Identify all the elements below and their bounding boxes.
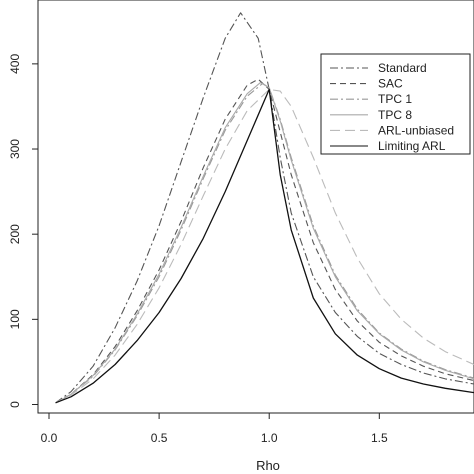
series-line-tpc-8 bbox=[55, 82, 474, 404]
series-group bbox=[55, 12, 474, 404]
legend-label: TPC 8 bbox=[378, 108, 412, 122]
legend-label: TPC 1 bbox=[378, 92, 412, 106]
y-tick-label: 200 bbox=[8, 224, 22, 244]
legend-label: SAC bbox=[378, 77, 403, 91]
series-line-standard bbox=[55, 12, 474, 404]
series-line-sac bbox=[55, 78, 474, 404]
x-axis-title: Rho bbox=[256, 458, 280, 473]
x-tick-label: 0.5 bbox=[151, 431, 168, 445]
series-line-arl-unbiased bbox=[55, 88, 474, 404]
y-axis: 0 100 200 300 400 bbox=[8, 54, 39, 408]
y-tick-label: 400 bbox=[8, 54, 22, 74]
x-tick-label: 1.0 bbox=[261, 431, 278, 445]
series-line-limiting-arl bbox=[55, 88, 474, 404]
legend-label: Limiting ARL bbox=[378, 139, 446, 153]
legend-label: Standard bbox=[378, 61, 427, 75]
x-tick-label: 1.5 bbox=[371, 431, 388, 445]
x-axis: 0.0 0.5 1.0 1.5 bbox=[41, 412, 388, 445]
y-tick-label: 300 bbox=[8, 139, 22, 159]
y-tick-label: 100 bbox=[8, 309, 22, 329]
legend-box bbox=[320, 53, 471, 155]
legend-label: ARL-unbiased bbox=[378, 123, 454, 137]
y-tick-label: 0 bbox=[8, 401, 22, 408]
x-tick-label: 0.0 bbox=[41, 431, 58, 445]
